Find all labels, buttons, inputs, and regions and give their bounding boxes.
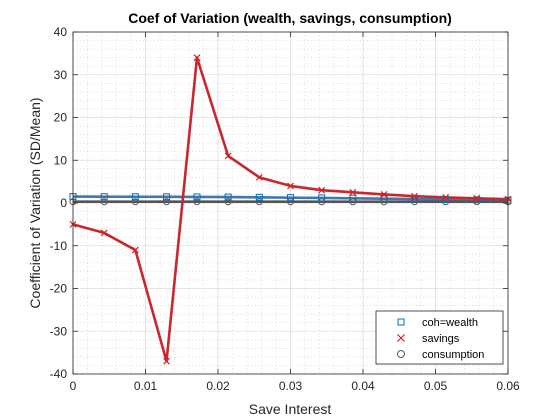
data-point-savings [193,54,201,62]
data-point-consumption [318,198,326,206]
y-tick-label: 40 [54,25,68,39]
data-point-coh-wealth [287,194,294,202]
data-point-coh-wealth [131,193,139,201]
y-tick-label: 30 [54,68,68,82]
x-tick-label: 0.03 [279,379,303,393]
x-tick-label: 0 [70,379,77,393]
data-point-coh-wealth [255,193,263,201]
data-point-consumption [442,198,450,206]
data-point-coh-wealth [473,196,481,204]
data-point-consumption [100,198,108,206]
data-point-savings [473,194,481,202]
data-point-savings [380,191,388,198]
data-point-consumption [255,198,263,206]
x-tick-label: 0.04 [351,379,375,393]
legend-label-consumption: consumption [422,349,484,361]
data-point-coh-wealth [100,193,108,201]
data-point-savings [100,229,108,237]
data-point-coh-wealth [349,194,357,202]
x-tick-label: 0.01 [134,379,158,393]
data-point-coh-wealth [163,193,171,201]
data-point-consumption [131,198,139,206]
data-point-consumption [163,198,171,206]
legend-label-coh-wealth: coh=wealth [422,317,478,329]
data-point-savings [287,182,294,190]
data-point-coh-wealth [193,193,201,201]
x-tick-label: 0.06 [496,379,520,393]
y-axis-label: Coefficient of Variation (SD/Mean) [27,97,43,308]
data-point-consumption [410,198,418,206]
y-tick-label: -40 [50,367,68,381]
data-point-coh-wealth [224,193,232,201]
data-point-savings [163,357,170,365]
data-point-savings [224,152,232,160]
data-point-coh-wealth [318,194,326,202]
legend-marker-coh-wealth [397,318,405,326]
y-tick-label: 10 [54,153,68,167]
data-point-consumption [193,198,201,206]
data-point-savings [411,192,418,200]
y-tick-label: 0 [60,196,67,210]
y-tick-label: -30 [50,324,68,338]
data-point-coh-wealth [380,195,388,203]
chart-title: Coef of Variation (wealth, savings, cons… [128,10,452,26]
y-tick-label: 20 [54,111,68,125]
data-point-savings [442,194,450,201]
legend-label-savings: savings [422,333,460,345]
x-axis-label: Save Interest [249,401,332,417]
data-point-savings [318,186,326,194]
data-point-savings [255,173,263,181]
data-point-consumption [349,198,357,206]
x-tick-label: 0.02 [206,379,230,393]
data-point-consumption [287,198,294,206]
series-line-coh-wealth [72,195,509,202]
y-tick-label: -20 [50,282,68,296]
y-tick-label: -10 [50,239,68,253]
legend: coh=wealth savings consumption [375,310,504,365]
legend-box [375,310,504,365]
data-point-savings [131,246,139,254]
legend-marker-savings [397,334,405,342]
data-point-consumption [380,198,388,206]
data-point-savings [349,188,357,196]
legend-marker-consumption [397,350,405,358]
data-point-consumption [224,198,232,206]
x-tick-label: 0.05 [424,379,448,393]
data-point-coh-wealth [442,195,450,203]
